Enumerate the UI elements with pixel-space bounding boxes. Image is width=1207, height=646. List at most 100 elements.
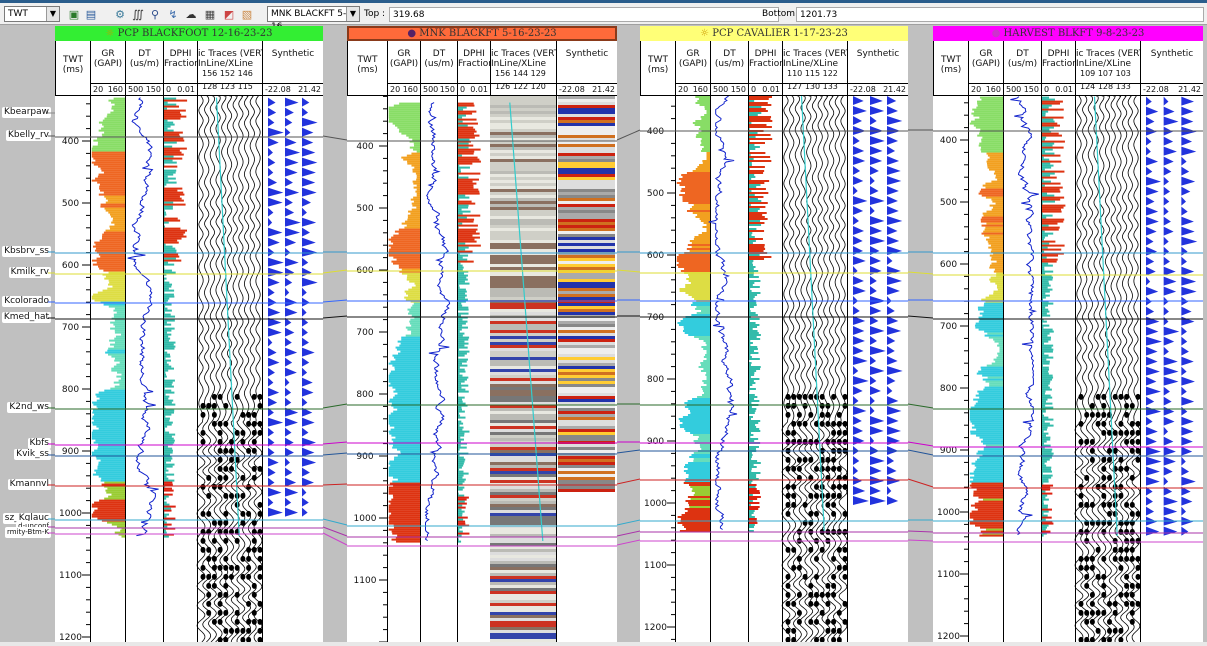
column-header-dphi[interactable]: DPHI Fraction [1041,41,1075,83]
dphi-fill [164,433,176,436]
seismic-band [490,252,556,255]
dphi-fill [1042,264,1053,267]
wavelet-icon[interactable]: ∭ [132,8,144,21]
seismic-band [490,144,556,147]
top-input[interactable]: 319.68 [389,7,779,22]
chevron-down-icon[interactable]: ▼ [46,7,59,21]
bottom-input[interactable]: 1201.73 [796,7,1204,22]
add-track-icon[interactable]: ▣ [68,8,80,21]
scale-max: 160 [107,85,123,94]
well-title[interactable]: ☼ PCP CAVALIER 1-17-23-23 [640,26,908,41]
display-icon[interactable]: ☁ [185,8,197,21]
column-header-gr[interactable]: GR (GAPI) [968,41,1003,83]
column-header-gr[interactable]: GR (GAPI) [90,41,125,83]
column-header-synthetic[interactable]: Synthetic [556,41,617,83]
dphi-fill [749,388,756,390]
column-header-gr[interactable]: GR (GAPI) [387,41,420,83]
dphi-fill [749,232,753,234]
stretch-icon[interactable]: ↯ [168,8,178,21]
gr-fill [685,430,710,432]
dphi-fill [1042,116,1064,119]
column-header-dphi[interactable]: DPHI Fraction [457,41,490,83]
dphi-fill [458,230,476,233]
dphi-fill [164,203,186,206]
gr-fill [388,510,420,513]
column-header-synthetic[interactable]: Synthetic [847,41,908,83]
gr-fill [698,98,710,100]
column-header-dphi[interactable]: DPHI Fraction [748,41,782,83]
remove-track-icon[interactable]: ▤ [85,8,97,21]
gr-fill [391,438,420,441]
gr-fill [679,184,710,186]
domain-select[interactable]: TWT ▼ [4,6,60,22]
scale-min: -22.08 [850,85,876,94]
dphi-fill [1042,128,1050,131]
seismic-trough [802,573,808,580]
dphi-fill [749,422,759,424]
gr-fill [699,444,710,446]
dphi-fill [1042,348,1054,351]
dphi-fill [1042,188,1060,191]
export-icon[interactable]: ▧ [241,8,253,21]
column-header-dphi[interactable]: DPHI Fraction [163,41,197,83]
column-header-twt[interactable]: TWT (ms) [347,41,387,83]
synthetic-wavelet [302,457,317,467]
gr-fill [395,436,420,439]
well-title[interactable]: ● HARVEST BLKFT 9-8-23-23 [933,26,1203,41]
dphi-fill [1042,160,1062,163]
dphi-fill [1042,214,1053,217]
well-select[interactable]: MNK BLACKFT 5-16▼ [267,6,360,32]
gr-fill [998,354,1003,357]
gr-fill [991,180,1003,183]
gr-fill [388,442,420,445]
column-header-dt[interactable]: DT (us/m) [710,41,748,83]
dphi-fill [458,518,464,521]
zoom-icon[interactable]: ⚲ [150,8,160,21]
seismic-band [490,111,556,114]
synthetic-wavelet [1163,286,1177,296]
dphi-fill [749,326,758,328]
seismic-trough [217,600,223,607]
dphi-fill [164,209,165,212]
column-header-dt[interactable]: DT (us/m) [125,41,163,83]
gr-fill [100,255,125,258]
column-header-twt[interactable]: TWT (ms) [55,41,90,83]
dphi-fill [164,213,167,216]
synthetic-wavelet [887,466,897,475]
dphi-fill [458,262,461,265]
column-header-synthetic[interactable]: Synthetic [262,41,323,83]
gr-fill [96,247,125,250]
synthetic-wavelet [1181,236,1198,246]
column-header-gr[interactable]: GR (GAPI) [675,41,710,83]
column-header-dt[interactable]: DT (us/m) [420,41,457,83]
color-icon[interactable]: ◩ [223,8,235,21]
column-header-twt[interactable]: TWT (ms) [640,41,675,83]
gr-fill [689,250,710,252]
column-header-twt[interactable]: TWT (ms) [933,41,968,83]
seismic-trace [798,96,808,643]
seismic-band [490,300,556,303]
formation-top-label: Kmilk_rv [8,267,51,278]
seismic-icon[interactable]: ⚙ [115,8,125,21]
well-title[interactable]: ● MNK BLACKFT 5-16-23-23 [347,26,617,41]
gr-fill [702,148,710,150]
column-header-dt[interactable]: DT (us/m) [1003,41,1041,83]
column-header-synthetic[interactable]: Synthetic [1140,41,1203,83]
synthetic-wavelet [268,337,273,347]
settings-icon[interactable]: ▦ [204,8,216,21]
dphi-fill [164,487,172,490]
seismic-trough [240,555,246,562]
well-title[interactable]: ☼ PCP BLACKFOOT 12-16-23-23 [55,26,323,41]
seismic-band [490,333,556,336]
chevron-down-icon[interactable]: ▼ [346,7,359,21]
synthetic-wavelet [1146,236,1154,246]
seismic-trough [223,537,229,544]
synthetic-wavelet [853,406,867,415]
dphi-fill [749,274,754,276]
synthetic-wavelet [1163,216,1171,226]
gr-fill [397,408,420,411]
